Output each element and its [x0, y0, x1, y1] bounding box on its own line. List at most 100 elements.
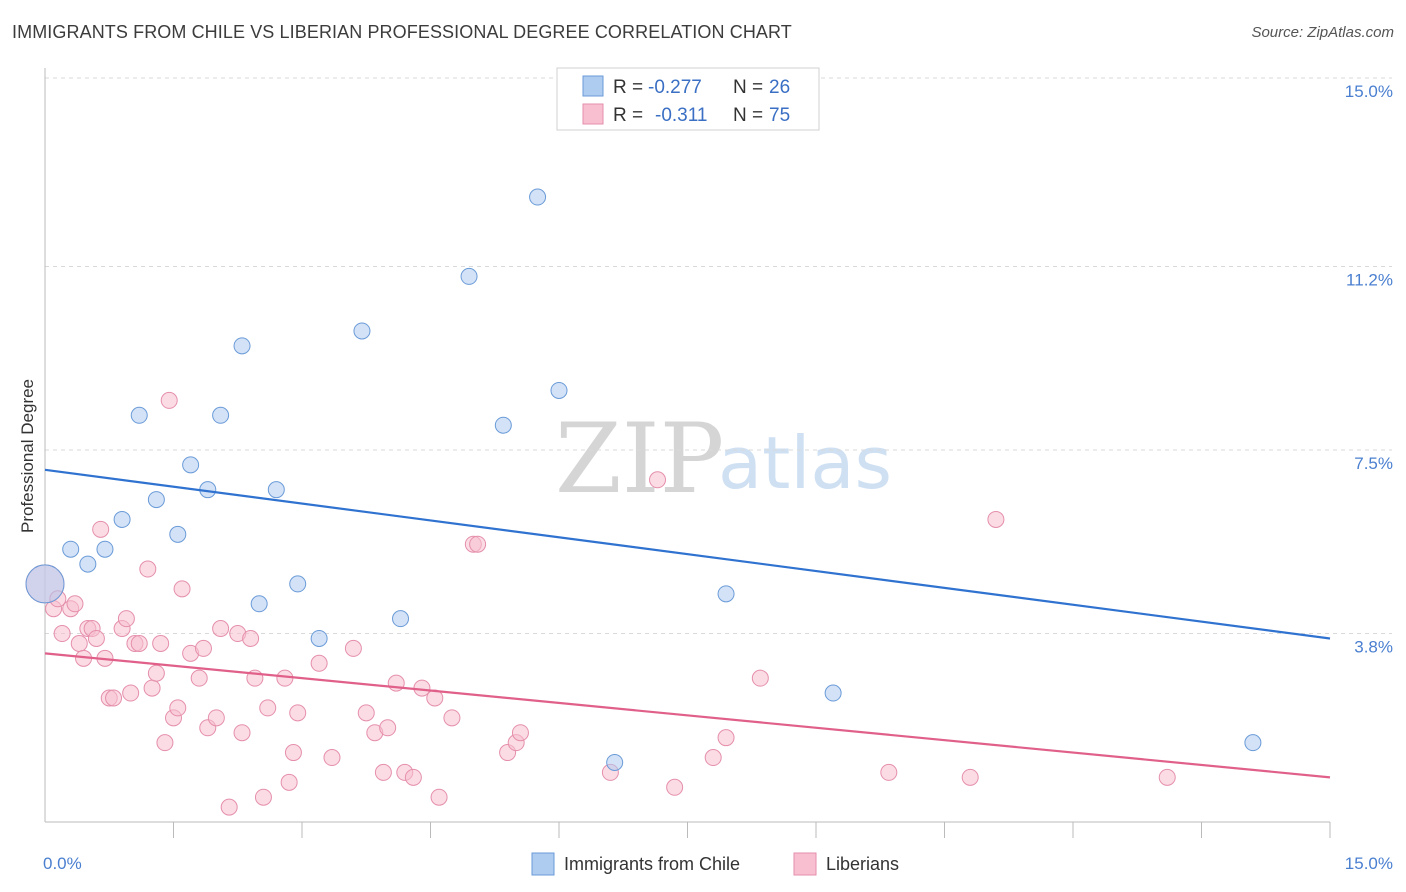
point-liberians-35 [220, 798, 238, 816]
point-chile-13 [267, 481, 285, 499]
point-chile-8 [182, 456, 200, 474]
x-tick-label-min: 0.0% [43, 854, 82, 873]
point-chile-18 [460, 267, 478, 285]
series-legend: Immigrants from Chile Liberians [531, 852, 899, 876]
point-liberians-34 [212, 620, 230, 638]
point-liberians-38 [242, 629, 260, 647]
point-liberians-74 [1158, 768, 1176, 786]
point-liberians-67 [666, 778, 684, 796]
point-liberians-55 [404, 768, 422, 786]
point-liberians-30 [190, 669, 208, 687]
point-liberians-66 [649, 471, 667, 489]
point-liberians-61 [469, 535, 487, 553]
point-liberians-43 [280, 773, 298, 791]
point-chile-19 [494, 416, 512, 434]
trend-line-liberians [44, 652, 1331, 779]
x-tick-label-max: 15.0% [1345, 854, 1393, 873]
point-liberians-19 [130, 634, 148, 652]
point-liberians-3 [53, 625, 71, 643]
point-liberians-59 [443, 709, 461, 727]
point-liberians-71 [880, 763, 898, 781]
point-chile-11 [233, 337, 251, 355]
point-chile-15 [310, 629, 328, 647]
point-chile-25 [1244, 734, 1262, 752]
legend-r-value-liberians: -0.311 [655, 105, 707, 126]
point-liberians-40 [254, 788, 272, 806]
point-liberians-64 [511, 724, 529, 742]
y-tick-label-2: 11.2% [1346, 270, 1393, 289]
point-liberians-41 [259, 699, 277, 717]
point-chile-3 [96, 540, 114, 558]
trend-line-chile [44, 468, 1331, 640]
point-liberians-68 [704, 749, 722, 767]
point-chile-10 [212, 406, 230, 424]
y-axis-label: Professional Degree [18, 379, 37, 533]
point-chile-20 [529, 188, 547, 206]
point-liberians-24 [156, 734, 174, 752]
point-chile-2 [79, 555, 97, 573]
point-liberians-49 [357, 704, 375, 722]
legend-swatch-liberians [582, 103, 604, 125]
y-tick-label-1: 7.5% [1354, 454, 1393, 473]
legend-swatch-chile [582, 75, 604, 97]
point-liberians-51 [374, 763, 392, 781]
point-liberians-20 [139, 560, 157, 578]
bottom-legend-label-chile: Immigrants from Chile [564, 854, 740, 874]
point-chile-7 [169, 525, 187, 543]
chart-title: IMMIGRANTS FROM CHILE VS LIBERIAN PROFES… [12, 22, 792, 42]
bottom-legend-swatch-liberians [793, 852, 817, 876]
point-liberians-22 [147, 664, 165, 682]
watermark-zip: ZIP [555, 403, 724, 515]
legend-n-value-liberians: 75 [769, 105, 790, 126]
point-liberians-45 [289, 704, 307, 722]
point-liberians-14 [105, 689, 123, 707]
point-liberians-27 [169, 699, 187, 717]
trend-lines [44, 468, 1331, 779]
point-liberians-5 [66, 595, 84, 613]
bottom-legend-label-liberians: Liberians [826, 854, 899, 874]
bottom-legend-swatch-chile [531, 852, 555, 876]
point-chile-14 [289, 575, 307, 593]
gridlines [45, 77, 1392, 635]
watermark-atlas: atlas [718, 421, 892, 505]
point-chile-1 [62, 540, 80, 558]
y-tick-labels: 3.8% 7.5% 11.2% 15.0% [1345, 82, 1393, 657]
series-liberians [25, 391, 1176, 816]
point-liberians-37 [233, 724, 251, 742]
point-chile-16 [353, 322, 371, 340]
point-liberians-10 [87, 629, 105, 647]
point-liberians-42 [276, 669, 294, 687]
point-chile-12 [250, 595, 268, 613]
point-liberians-47 [323, 749, 341, 767]
point-liberians-11 [92, 520, 110, 538]
point-chile-4 [113, 510, 131, 528]
point-liberians-25 [160, 391, 178, 409]
correlation-legend: R = -0.277 N = 26 R = -0.311 N = 75 [556, 67, 820, 131]
legend-n-label-liberians: N = [733, 105, 763, 126]
watermark: ZIP atlas [555, 403, 892, 515]
y-tick-label-3: 15.0% [1345, 82, 1393, 101]
point-liberians-73 [987, 510, 1005, 528]
y-tick-label-0: 3.8% [1354, 638, 1393, 657]
x-ticks [173, 822, 1331, 838]
point-liberians-52 [379, 719, 397, 737]
point-liberians-58 [430, 788, 448, 806]
point-chile-23 [717, 585, 735, 603]
point-liberians-21 [143, 679, 161, 697]
point-liberians-23 [152, 634, 170, 652]
legend-n-label-chile: N = [733, 77, 763, 98]
point-chile-24 [824, 684, 842, 702]
point-chile-6 [147, 491, 165, 509]
legend-r-label-chile: R = [613, 77, 643, 98]
point-liberians-46 [310, 654, 328, 672]
point-chile-17 [392, 610, 410, 628]
point-liberians-6 [70, 634, 88, 652]
point-liberians-48 [344, 639, 362, 657]
point-liberians-28 [173, 580, 191, 598]
point-liberians-44 [284, 744, 302, 762]
series-chile [25, 188, 1262, 771]
legend-r-label-liberians: R = [613, 105, 643, 126]
point-chile-5 [130, 406, 148, 424]
legend-n-value-chile: 26 [769, 77, 790, 98]
